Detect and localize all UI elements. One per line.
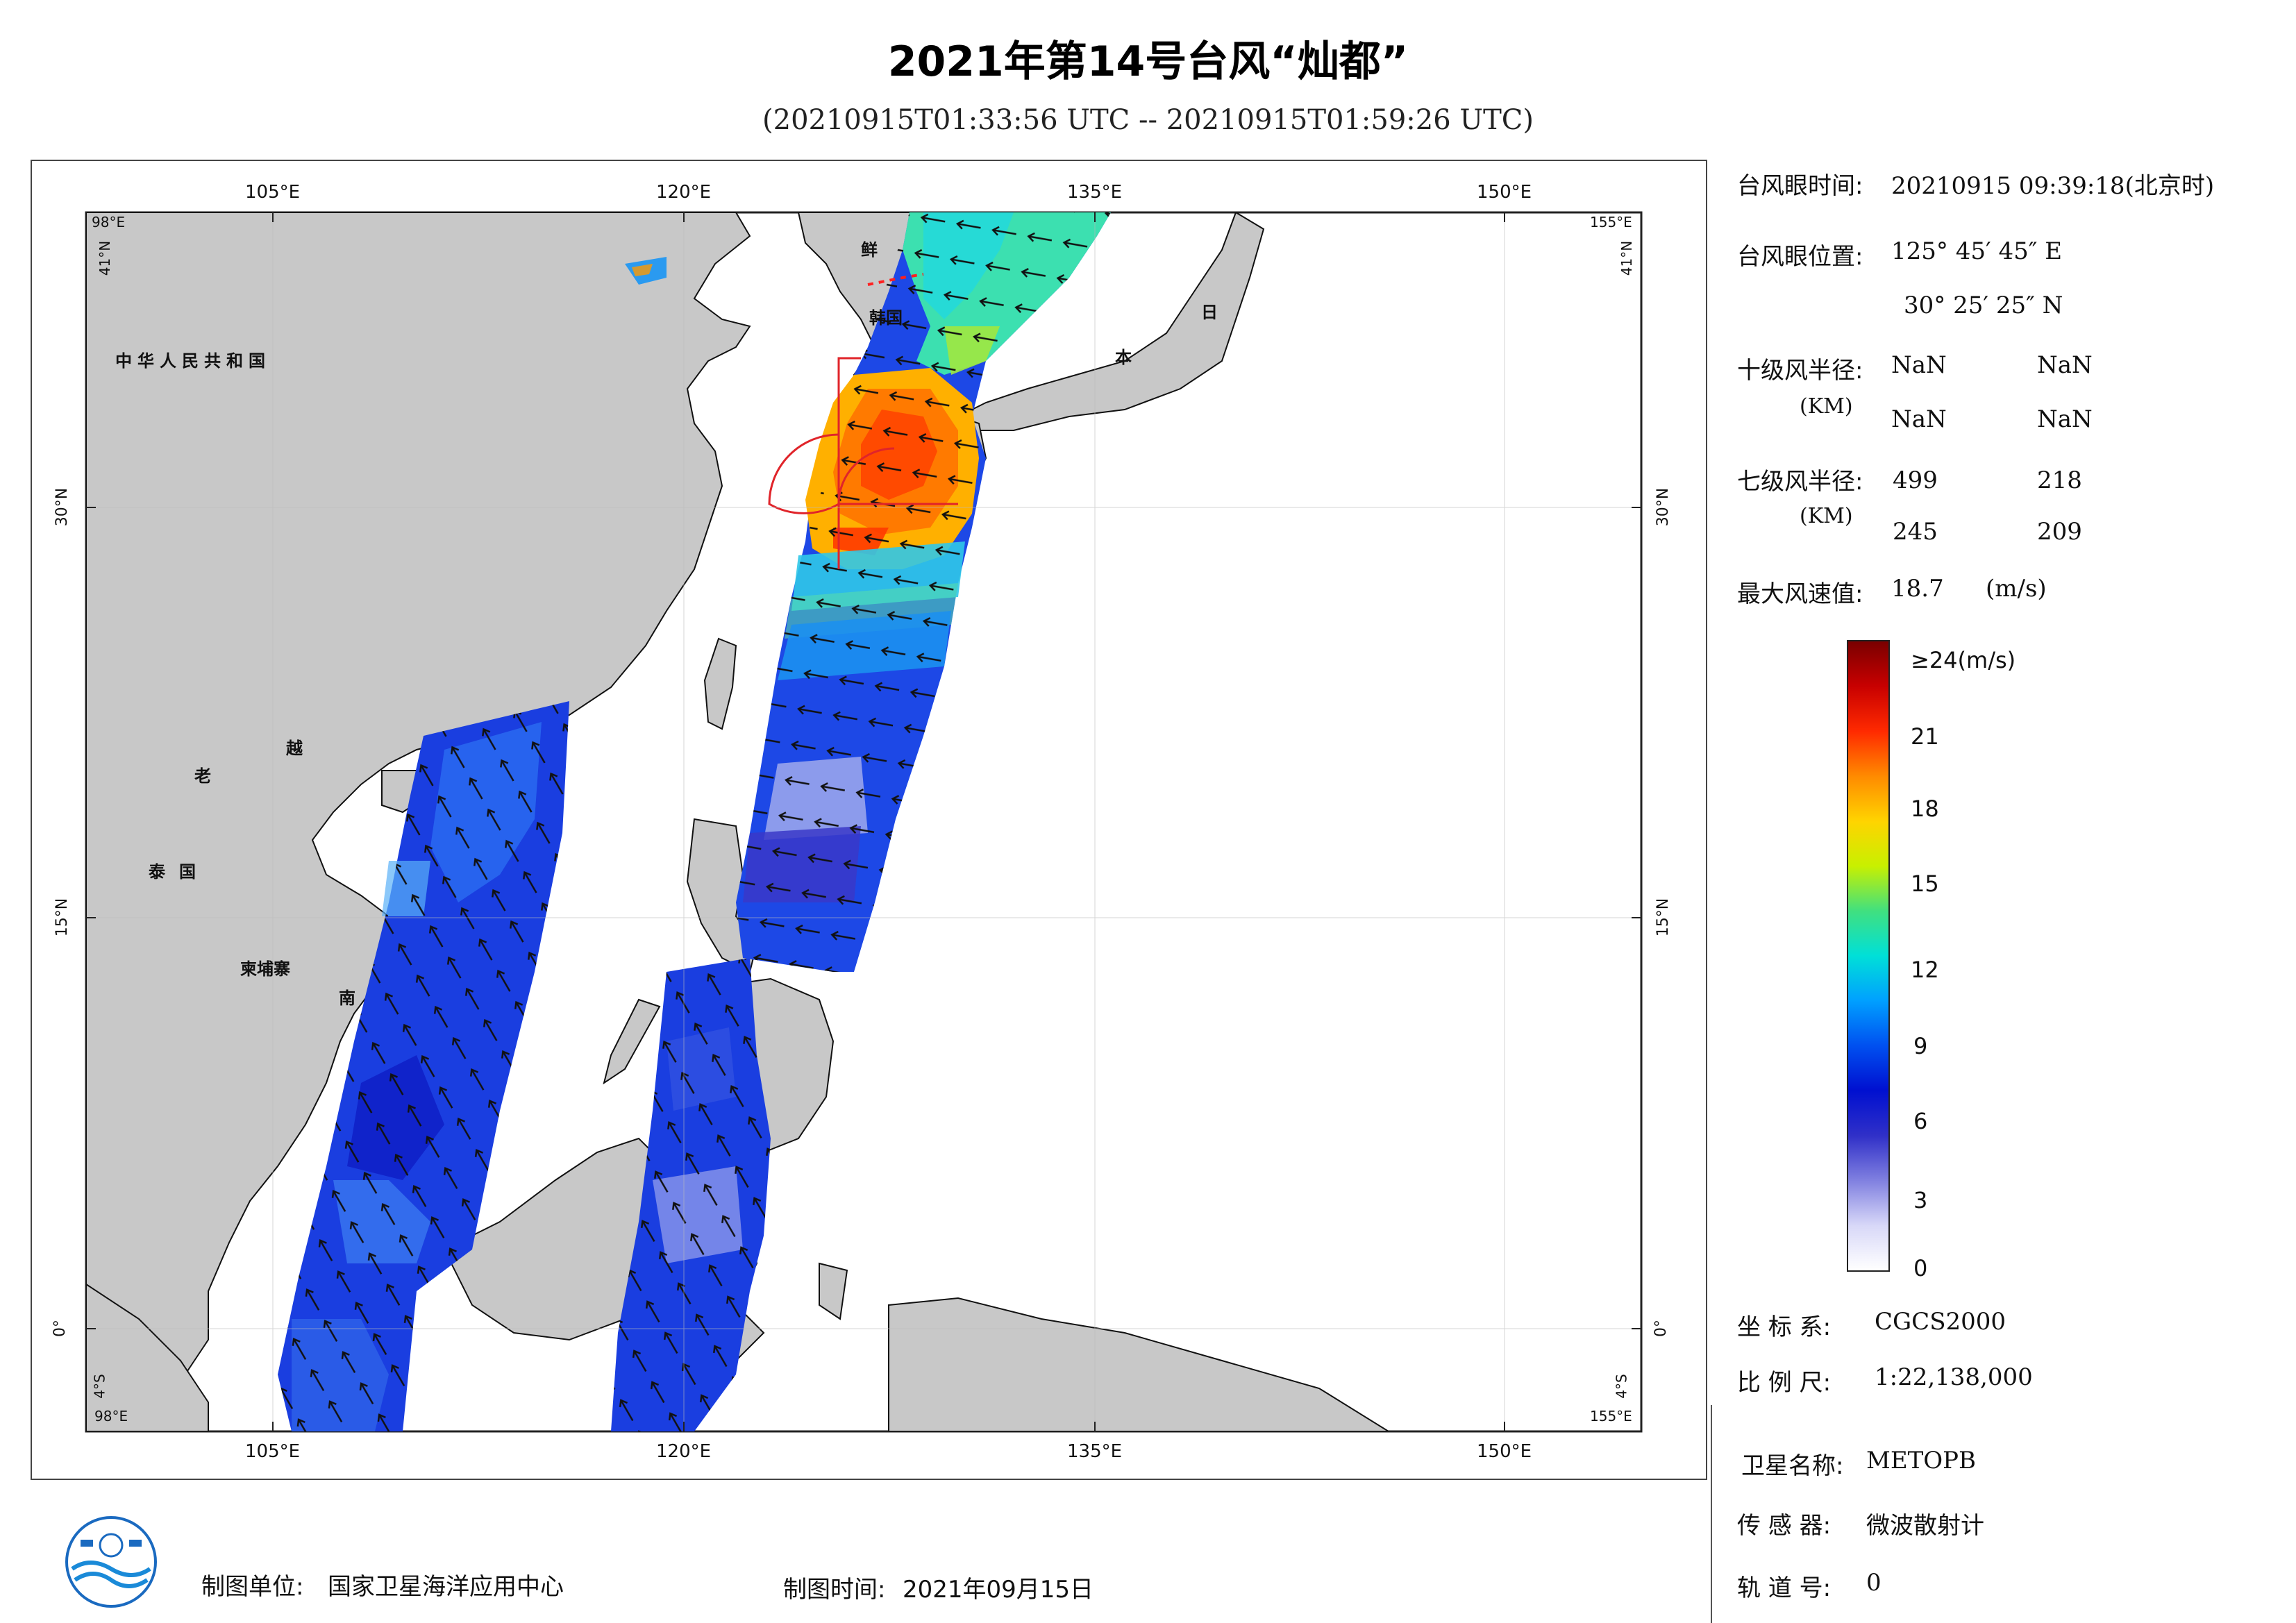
right-tick-15n: 15°N bbox=[1654, 898, 1673, 937]
label-laos: 老 bbox=[194, 766, 211, 786]
colorbar-label-18: 18 bbox=[1911, 796, 1939, 822]
right-tick-0: 0° bbox=[1652, 1320, 1670, 1337]
corner-tl-lon: 98°E bbox=[92, 214, 126, 230]
r10-unit: (KM) bbox=[1800, 394, 1853, 419]
graticule bbox=[86, 212, 1641, 1431]
footer-date-value: 2021年09月15日 bbox=[903, 1576, 1094, 1604]
eye-time-label: 台风眼时间: bbox=[1737, 172, 1863, 200]
colorbar-gradient bbox=[1848, 641, 1888, 1270]
colorbar-label-12: 12 bbox=[1911, 957, 1939, 983]
colorbar-label-24: ≥24(m/s) bbox=[1911, 647, 2016, 673]
r7-ne: 499 bbox=[1893, 466, 1938, 494]
r7-label: 七级风半径: bbox=[1737, 468, 1863, 496]
wind-swath-scs bbox=[278, 701, 569, 1431]
colorbar bbox=[1847, 640, 1890, 1272]
land-halmahera bbox=[819, 1262, 848, 1320]
corner-tr-lat: 41°N bbox=[1618, 240, 1636, 276]
corner-bl-lat: 4°S bbox=[91, 1374, 108, 1399]
orbit-value: 0 bbox=[1866, 1569, 1882, 1597]
top-tick-105: 105°E bbox=[245, 182, 301, 203]
r10-se: NaN bbox=[2037, 351, 2093, 379]
colorbar-label-15: 15 bbox=[1911, 871, 1939, 897]
r10-label: 十级风半径: bbox=[1737, 357, 1863, 385]
map-frame bbox=[31, 160, 1707, 1480]
top-tick-150: 150°E bbox=[1477, 182, 1532, 203]
left-tick-0: 0° bbox=[51, 1320, 69, 1337]
r7-nw: 209 bbox=[2037, 518, 2082, 546]
footer-unit-label: 制图单位: bbox=[201, 1573, 304, 1601]
orbit-label: 轨 道 号: bbox=[1737, 1574, 1832, 1602]
bottom-tick-105: 105°E bbox=[245, 1441, 301, 1462]
sensor-label: 传 感 器: bbox=[1737, 1512, 1832, 1540]
label-japan-2: 本 bbox=[1115, 348, 1132, 367]
label-dprk: 鲜 bbox=[861, 240, 878, 260]
land-new-guinea bbox=[888, 1297, 1390, 1431]
r10-sw: NaN bbox=[1891, 405, 1947, 433]
label-vietnam-1: 越 bbox=[286, 739, 303, 758]
right-tick-30n: 30°N bbox=[1654, 487, 1673, 527]
r7-sw: 245 bbox=[1893, 518, 1938, 546]
eye-pos-lon: 125° 45′ 45″ E bbox=[1891, 237, 2063, 265]
wind-swath-main bbox=[736, 212, 1111, 972]
corner-br-lon: 155°E bbox=[1590, 1408, 1632, 1424]
max-wind-value: 18.7 bbox=[1891, 575, 1944, 603]
r7-unit: (KM) bbox=[1800, 504, 1853, 528]
satellite-label: 卫星名称: bbox=[1741, 1452, 1844, 1480]
land-layer bbox=[86, 212, 1390, 1431]
corner-br-lat: 4°S bbox=[1613, 1374, 1630, 1399]
corner-tr-lon: 155°E bbox=[1590, 214, 1632, 230]
r10-ne: NaN bbox=[1891, 351, 1947, 379]
label-korea: 韩国 bbox=[869, 308, 903, 328]
bottom-tick-120: 120°E bbox=[656, 1441, 712, 1462]
colorbar-label-9: 9 bbox=[1913, 1033, 1928, 1059]
max-wind-label: 最大风速值: bbox=[1737, 580, 1863, 608]
satellite-value: METOPB bbox=[1866, 1447, 1977, 1474]
border-dprk bbox=[867, 273, 924, 286]
colorbar-label-21: 21 bbox=[1911, 723, 1939, 750]
label-japan-1: 日 bbox=[1201, 303, 1218, 322]
left-tick-15n: 15°N bbox=[53, 898, 72, 937]
label-china: 中华人民共和国 bbox=[115, 351, 271, 371]
label-thailand: 泰国 bbox=[149, 862, 210, 882]
crs-value: CGCS2000 bbox=[1875, 1308, 2006, 1336]
sensor-value: 微波散射计 bbox=[1866, 1512, 1984, 1540]
map-title: 2021年第14号台风“灿都” bbox=[887, 37, 1409, 86]
r10-nw: NaN bbox=[2037, 405, 2093, 433]
max-wind-unit: (m/s) bbox=[1986, 575, 2047, 603]
corner-tl-lat: 41°N bbox=[97, 240, 114, 276]
land-sumatra bbox=[86, 1283, 209, 1431]
crs-label: 坐 标 系: bbox=[1737, 1313, 1832, 1341]
label-cambodia: 柬埔寨 bbox=[240, 959, 290, 979]
bottom-tick-135: 135°E bbox=[1067, 1441, 1123, 1462]
footer-date-label: 制图时间: bbox=[783, 1576, 886, 1604]
nsoas-logo-icon bbox=[65, 1516, 157, 1608]
eye-time-value: 20210915 09:39:18(北京时) bbox=[1891, 172, 2215, 200]
scale-value: 1:22,138,000 bbox=[1875, 1363, 2033, 1391]
scale-label: 比 例 尺: bbox=[1737, 1369, 1832, 1397]
map-subtitle: (20210915T01:33:56 UTC -- 20210915T01:59… bbox=[762, 104, 1534, 136]
land-palawan bbox=[603, 998, 661, 1085]
corner-bl-lon: 98°E bbox=[94, 1408, 128, 1424]
label-vietnam-2: 南 bbox=[339, 989, 355, 1008]
top-tick-120: 120°E bbox=[656, 182, 712, 203]
eye-pos-lat: 30° 25′ 25″ N bbox=[1904, 292, 2063, 319]
land-taiwan bbox=[703, 637, 737, 730]
colorbar-label-0: 0 bbox=[1913, 1255, 1928, 1281]
footer-unit-value: 国家卫星海洋应用中心 bbox=[328, 1573, 564, 1601]
satellite-box bbox=[1711, 1405, 2281, 1623]
land-asia-mainland bbox=[86, 212, 751, 1431]
bottom-tick-150: 150°E bbox=[1477, 1441, 1532, 1462]
colorbar-label-6: 6 bbox=[1913, 1108, 1928, 1134]
colorbar-label-3: 3 bbox=[1913, 1187, 1928, 1213]
wind-swath-philippine bbox=[611, 958, 771, 1431]
eye-pos-label: 台风眼位置: bbox=[1737, 243, 1863, 271]
tick-marks bbox=[86, 212, 1641, 1431]
top-tick-135: 135°E bbox=[1067, 182, 1123, 203]
typhoon-wind-radius bbox=[768, 357, 958, 569]
r7-se: 218 bbox=[2037, 466, 2082, 494]
left-tick-30n: 30°N bbox=[53, 487, 72, 527]
